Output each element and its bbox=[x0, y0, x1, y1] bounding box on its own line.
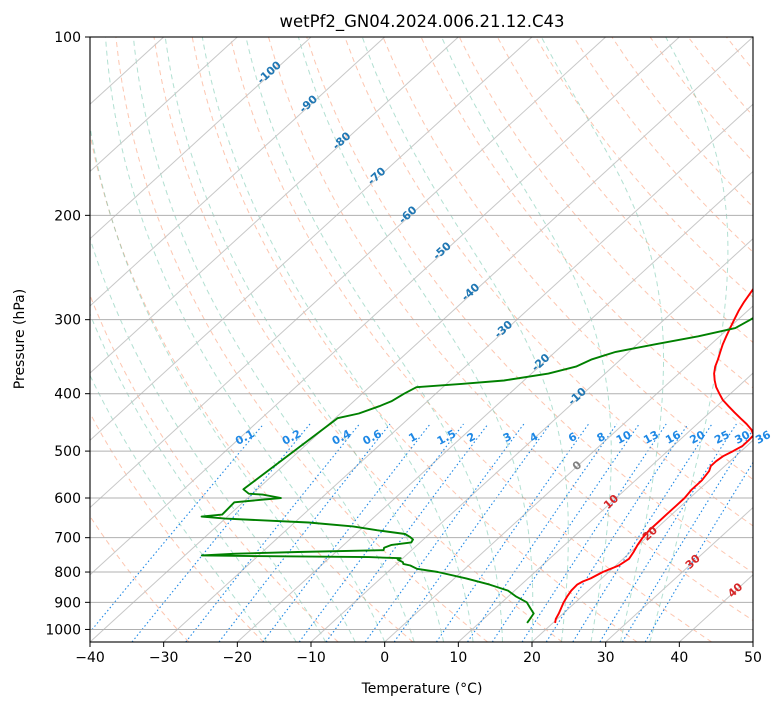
moist-adiabat-line bbox=[90, 123, 356, 642]
moist-adiabat-line bbox=[245, 37, 503, 642]
isotherm-line bbox=[384, 305, 753, 642]
mixing-ratio-line bbox=[131, 423, 311, 642]
mixing-ratio-line bbox=[435, 423, 590, 642]
isotherm-line bbox=[236, 170, 753, 642]
y-axis-title: Pressure (hPa) bbox=[12, 289, 28, 389]
isotherm-line bbox=[310, 237, 753, 642]
x-tick-label: 10 bbox=[449, 650, 467, 666]
dry-adiabat-line bbox=[191, 37, 638, 642]
mixing-ratio-line bbox=[621, 428, 753, 642]
moist-adiabat-line bbox=[361, 37, 569, 642]
dry-adiabat-line bbox=[306, 37, 753, 574]
mixing-ratio-line bbox=[262, 423, 431, 642]
isotherm-line bbox=[90, 37, 459, 374]
y-tick-label: 900 bbox=[54, 595, 81, 611]
mixing-ratio-label: 25 bbox=[712, 428, 732, 447]
mixing-ratio-line bbox=[467, 423, 618, 642]
x-tick-label: 0 bbox=[380, 650, 389, 666]
y-tick-label: 300 bbox=[54, 313, 81, 329]
y-tick-label: 1000 bbox=[45, 622, 81, 638]
background-lines bbox=[90, 37, 775, 642]
isotherm-line bbox=[90, 37, 753, 642]
mixing-ratio-label: 20 bbox=[688, 428, 708, 447]
mixing-ratio-line bbox=[218, 423, 391, 642]
y-tick-label: 100 bbox=[54, 30, 81, 46]
mixing-ratio-line bbox=[298, 423, 464, 642]
isotherm-line bbox=[90, 37, 533, 442]
chart-title: wetPf2_GN04.2024.006.21.12.C43 bbox=[280, 12, 565, 32]
moist-adiabat-line bbox=[164, 37, 445, 642]
moist-adiabat-line bbox=[105, 37, 386, 642]
dry-adiabat-line bbox=[765, 37, 775, 642]
temperature-profile-line bbox=[554, 287, 753, 624]
dry-adiabat-line bbox=[90, 515, 190, 642]
isotherm-line bbox=[531, 439, 753, 642]
dry-adiabat-line bbox=[90, 412, 264, 642]
x-tick-label: 50 bbox=[744, 650, 762, 666]
mixing-ratio-line bbox=[491, 423, 640, 642]
moist-adiabat-line bbox=[90, 312, 297, 642]
dry-adiabat-line bbox=[153, 37, 563, 642]
x-tick-label: −40 bbox=[75, 650, 105, 666]
x-tick-label: 40 bbox=[670, 650, 688, 666]
isotherm-line bbox=[90, 37, 238, 173]
mixing-ratio-line bbox=[393, 423, 551, 642]
y-tick-label: 700 bbox=[54, 531, 81, 547]
dewpoint-profile-line bbox=[200, 317, 753, 624]
mixing-ratio-label: 10 bbox=[614, 428, 634, 447]
x-tick-label: 30 bbox=[597, 650, 615, 666]
x-tick-label: −10 bbox=[296, 650, 326, 666]
dry-adiabat-line bbox=[90, 293, 339, 642]
isotherm-line bbox=[605, 506, 753, 642]
dry-adiabat-line bbox=[268, 37, 753, 622]
x-tick-label: −30 bbox=[149, 650, 179, 666]
isotherm-line bbox=[752, 641, 753, 642]
x-tick-label: −20 bbox=[223, 650, 253, 666]
mixing-ratio-line bbox=[364, 423, 525, 642]
profile-lines bbox=[200, 287, 753, 624]
mixing-ratio-label: 30 bbox=[733, 428, 753, 447]
y-tick-label: 500 bbox=[54, 444, 81, 460]
mixing-ratio-line bbox=[572, 423, 713, 642]
mixing-ratio-line bbox=[185, 423, 360, 642]
mixing-ratio-line bbox=[599, 423, 737, 642]
y-tick-label: 200 bbox=[54, 208, 81, 224]
y-axis: 100 200 300 400 500 600 700 800 900 1000 bbox=[45, 30, 90, 638]
moist-adiabat-line bbox=[649, 37, 729, 642]
mixing-ratio-label: 13 bbox=[641, 428, 661, 447]
isotherm-line bbox=[90, 37, 607, 509]
isotherm-line bbox=[90, 37, 386, 307]
moist-adiabat-line bbox=[297, 37, 534, 642]
mixing-ratio-label: 16 bbox=[663, 428, 683, 447]
moist-adiabat-line bbox=[441, 37, 612, 642]
y-tick-label: 400 bbox=[54, 387, 81, 403]
mixing-ratio-line bbox=[90, 423, 265, 633]
plot-frame bbox=[89, 36, 754, 643]
x-axis-title: Temperature (°C) bbox=[361, 681, 483, 697]
moist-adiabat-line bbox=[90, 236, 327, 642]
moist-adiabat-line bbox=[201, 37, 474, 642]
mixing-ratio-label: 36 bbox=[753, 428, 773, 447]
isotherm-line bbox=[90, 37, 680, 576]
y-tick-label: 600 bbox=[54, 491, 81, 507]
y-tick-label: 800 bbox=[54, 565, 81, 581]
isotherm-line bbox=[163, 103, 753, 642]
dry-adiabat-line bbox=[458, 37, 753, 389]
dry-adiabat-line bbox=[496, 37, 753, 344]
dry-adiabat-line bbox=[115, 37, 488, 642]
x-axis: −40 −30 −20 −10 0 10 20 30 40 50 bbox=[75, 642, 762, 666]
mixing-ratio-line bbox=[644, 461, 753, 642]
isotherm-line bbox=[457, 372, 753, 642]
moist-adiabat-line bbox=[90, 374, 268, 642]
x-tick-label: 20 bbox=[523, 650, 541, 666]
isotherm-line bbox=[90, 37, 312, 240]
